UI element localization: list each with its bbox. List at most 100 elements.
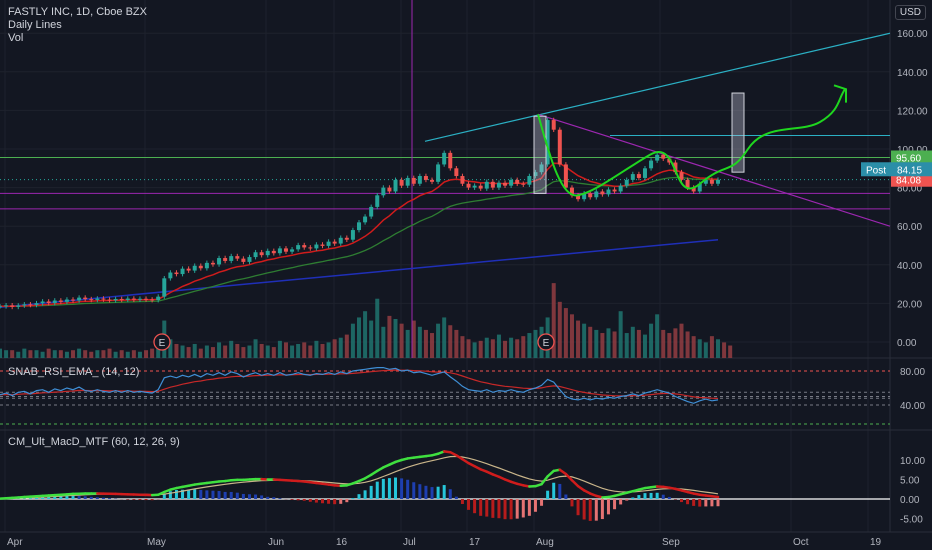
macd-histogram-bar — [613, 499, 617, 510]
macd-histogram-bar — [59, 495, 63, 499]
price-tick-label: 80.00 — [897, 184, 922, 195]
macd-histogram-bar — [95, 497, 99, 499]
time-tick-label: Oct — [793, 537, 809, 548]
candle-body — [77, 297, 82, 301]
volume-bar — [241, 347, 246, 358]
time-tick-label: Jul — [403, 537, 416, 548]
macd-histogram-bar — [631, 497, 635, 499]
candle-body — [101, 298, 106, 300]
candle-body — [399, 179, 404, 186]
macd-histogram-bar — [661, 494, 665, 499]
candle-body — [22, 304, 27, 306]
macd-histogram-bar — [406, 479, 410, 499]
candle-body — [521, 183, 526, 185]
candle-body — [204, 262, 209, 269]
volume-bar — [302, 342, 307, 358]
volume-bar — [253, 339, 258, 358]
candle-body — [34, 303, 39, 305]
volume-bar — [259, 343, 264, 358]
earnings-marker-label: E — [543, 338, 550, 349]
volume-bar — [448, 325, 453, 358]
macd-tick-label: 10.00 — [900, 456, 925, 467]
macd-histogram-bar — [509, 499, 513, 520]
volume-bar — [271, 347, 276, 358]
macd-title[interactable]: CM_Ult_MacD_MTF (60, 12, 26, 9) — [8, 436, 180, 448]
candle-body — [496, 182, 501, 188]
rsi-title[interactable]: SNAB_RSI_EMA_ (14, 12) — [8, 366, 140, 378]
price-tick-label: 140.00 — [897, 68, 928, 79]
volume-bar — [381, 326, 386, 358]
candle-body — [107, 299, 112, 301]
volume-bar — [673, 328, 678, 358]
macd-histogram-bar — [320, 499, 324, 504]
volume-bar — [436, 323, 441, 358]
volume-bar — [4, 350, 9, 358]
macd-histogram-bar — [363, 490, 367, 499]
volume-bar — [326, 342, 331, 358]
currency-button[interactable]: USD — [894, 5, 926, 20]
candle-body — [332, 241, 337, 244]
volume-bar — [716, 339, 720, 358]
volume-bar — [16, 351, 21, 358]
candle-body — [210, 262, 215, 265]
macd-histogram-bar — [698, 499, 702, 507]
candle-body — [405, 177, 410, 186]
macd-histogram-bar — [588, 499, 592, 521]
macd-histogram-bar — [552, 482, 556, 499]
volume-bar — [168, 339, 173, 358]
macd-histogram-bar — [369, 485, 373, 499]
candle-body — [326, 241, 331, 246]
macd-histogram-bar — [606, 499, 610, 515]
candle-body — [271, 250, 276, 254]
macd-line-segment — [546, 469, 555, 478]
macd-histogram-bar — [649, 492, 653, 499]
volume-bar — [600, 333, 605, 358]
macd-histogram-bar — [229, 491, 233, 499]
candle-body — [685, 179, 690, 188]
volume-bar — [22, 348, 27, 358]
symbol-title[interactable]: FASTLY INC, 1D, Cboe BZX — [8, 6, 147, 18]
candle-body — [180, 268, 185, 275]
macd-histogram-bar — [454, 496, 458, 499]
volume-bar — [10, 350, 15, 358]
level-price-tag-bg — [891, 150, 932, 165]
macd-histogram-bar — [211, 490, 215, 499]
volume-bar — [296, 343, 301, 358]
macd-histogram-bar — [667, 496, 671, 499]
candle-body — [4, 305, 9, 307]
candle-body — [563, 164, 568, 188]
candle-body — [448, 152, 453, 169]
volume-bar — [186, 347, 191, 358]
candle-body — [265, 250, 270, 256]
macd-histogram-bar — [53, 496, 57, 499]
volume-bar — [34, 350, 39, 358]
candle-body — [217, 258, 222, 265]
macd-histogram-bar — [594, 499, 598, 521]
volume-bar — [442, 317, 447, 358]
candle-body — [10, 305, 15, 307]
volume-bar — [83, 350, 88, 358]
candle-body — [369, 206, 374, 217]
volume-bar — [223, 345, 228, 358]
volume-bar — [460, 336, 465, 358]
candle-body — [350, 230, 355, 240]
macd-line-segment — [710, 495, 720, 499]
macd-histogram-bar — [655, 492, 659, 499]
macd-tick-label: -5.00 — [900, 515, 923, 526]
macd-histogram-bar — [473, 499, 477, 514]
candle-body — [393, 179, 398, 192]
candle-body — [71, 299, 76, 301]
last-price-tag: 84.08 — [896, 176, 921, 187]
macd-histogram-bar — [187, 489, 191, 499]
volume-bar — [131, 350, 136, 358]
volume-bar — [229, 340, 234, 358]
macd-histogram-bar — [643, 493, 647, 499]
volume-bar — [417, 326, 422, 358]
time-tick-label: 19 — [870, 537, 882, 548]
candle-body — [162, 278, 167, 297]
macd-histogram-bar — [290, 499, 294, 500]
macd-tick-label: 0.00 — [900, 495, 920, 506]
volume-bar — [563, 308, 568, 358]
volume-bar — [606, 328, 611, 358]
